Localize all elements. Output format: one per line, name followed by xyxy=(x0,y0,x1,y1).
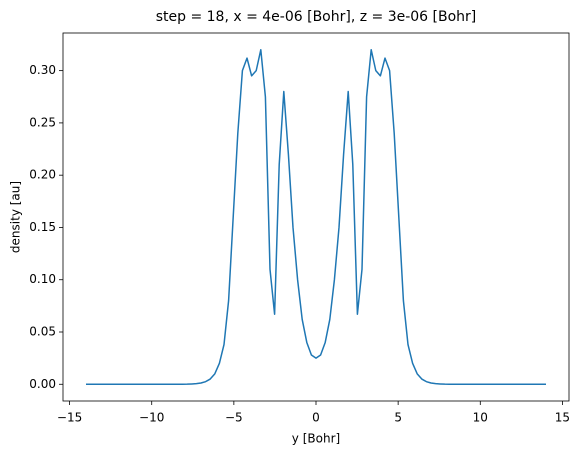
x-tick-label: 15 xyxy=(555,411,570,425)
y-tick-label: 0.20 xyxy=(29,168,56,182)
x-tick-label: −15 xyxy=(57,411,82,425)
y-tick-label: 0.05 xyxy=(29,325,56,339)
x-tick-label: 10 xyxy=(473,411,488,425)
x-tick-label: 0 xyxy=(312,411,320,425)
y-tick-label: 0.10 xyxy=(29,272,56,286)
x-tick-label: 5 xyxy=(394,411,402,425)
y-tick-label: 0.30 xyxy=(29,63,56,77)
data-line xyxy=(86,48,546,386)
chart-title: step = 18, x = 4e-06 [Bohr], z = 3e-06 [… xyxy=(156,9,477,25)
x-axis-label: y [Bohr] xyxy=(292,432,340,446)
x-tick-label: −10 xyxy=(139,411,164,425)
y-axis-label: density [au] xyxy=(9,181,23,253)
plot-frame xyxy=(62,32,570,402)
y-tick-label: 0.15 xyxy=(29,220,56,234)
y-tick-label: 0.00 xyxy=(29,377,56,391)
x-tick-label: −5 xyxy=(225,411,243,425)
y-tick-label: 0.25 xyxy=(29,115,56,129)
